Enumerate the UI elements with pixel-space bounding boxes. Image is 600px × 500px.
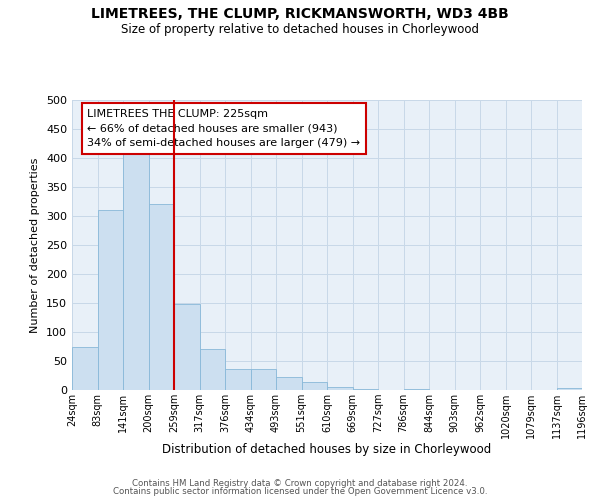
- Bar: [199, 350, 225, 390]
- Text: LIMETREES, THE CLUMP, RICKMANSWORTH, WD3 4BB: LIMETREES, THE CLUMP, RICKMANSWORTH, WD3…: [91, 8, 509, 22]
- Bar: [251, 368, 276, 390]
- Text: LIMETREES THE CLUMP: 225sqm
← 66% of detached houses are smaller (943)
34% of se: LIMETREES THE CLUMP: 225sqm ← 66% of det…: [88, 108, 361, 148]
- Bar: [557, 388, 582, 390]
- Bar: [72, 346, 97, 390]
- Bar: [149, 204, 174, 390]
- Bar: [123, 154, 149, 390]
- Bar: [327, 386, 353, 390]
- Bar: [174, 304, 199, 390]
- Text: Contains HM Land Registry data © Crown copyright and database right 2024.: Contains HM Land Registry data © Crown c…: [132, 478, 468, 488]
- Y-axis label: Number of detached properties: Number of detached properties: [31, 158, 40, 332]
- Text: Contains public sector information licensed under the Open Government Licence v3: Contains public sector information licen…: [113, 487, 487, 496]
- Bar: [225, 368, 251, 390]
- Text: Size of property relative to detached houses in Chorleywood: Size of property relative to detached ho…: [121, 22, 479, 36]
- Bar: [276, 377, 302, 390]
- Bar: [97, 210, 123, 390]
- Bar: [302, 382, 327, 390]
- Text: Distribution of detached houses by size in Chorleywood: Distribution of detached houses by size …: [163, 442, 491, 456]
